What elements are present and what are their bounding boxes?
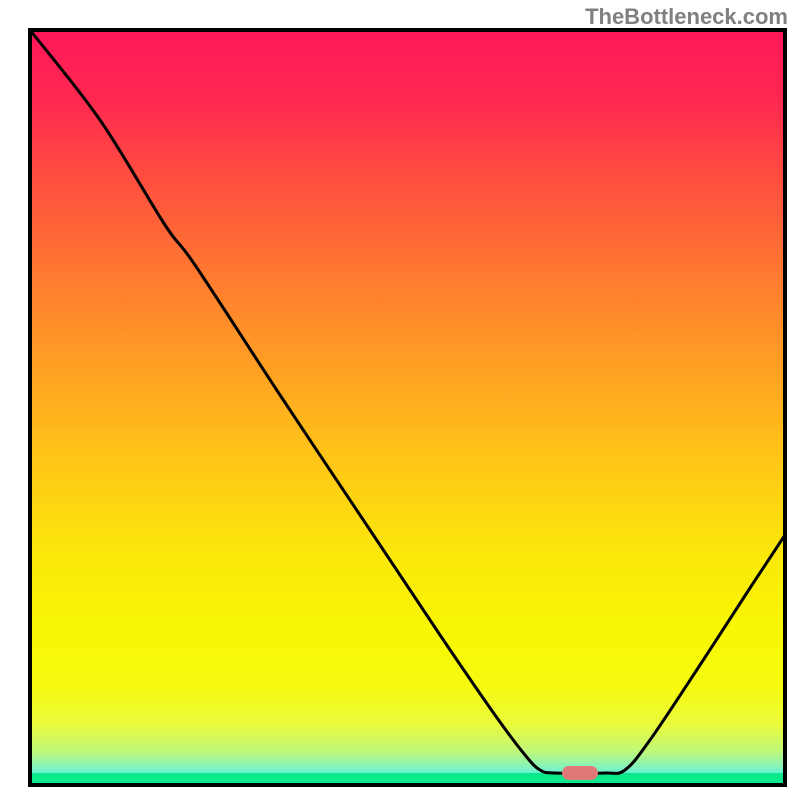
- marker: [562, 766, 598, 780]
- chart-svg: [0, 0, 800, 800]
- watermark: TheBottleneck.com: [585, 4, 788, 30]
- gradient-background: [30, 30, 785, 785]
- chart-container: TheBottleneck.com: [0, 0, 800, 800]
